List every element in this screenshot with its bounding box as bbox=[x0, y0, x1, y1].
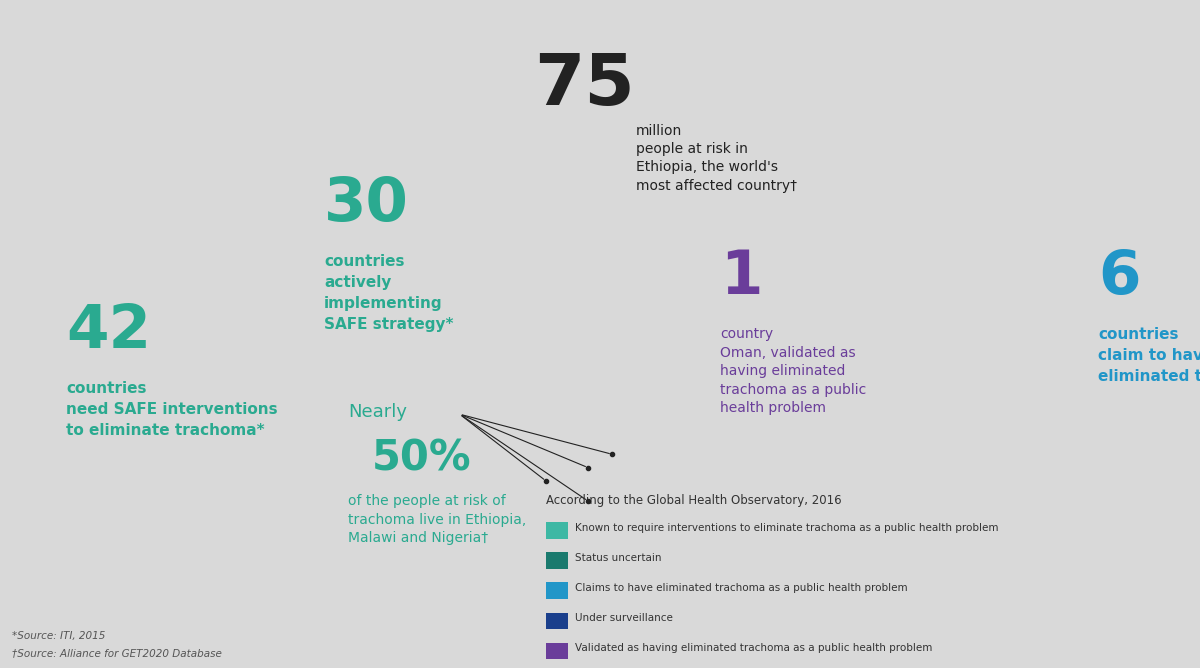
Text: 6: 6 bbox=[1098, 248, 1140, 307]
Text: *Source: ITI, 2015: *Source: ITI, 2015 bbox=[12, 631, 106, 641]
Text: †Source: Alliance for GET2020 Database: †Source: Alliance for GET2020 Database bbox=[12, 648, 222, 658]
Text: Known to require interventions to eliminate trachoma as a public health problem: Known to require interventions to elimin… bbox=[575, 523, 998, 532]
Text: 42: 42 bbox=[66, 302, 151, 361]
Text: According to the Global Health Observatory, 2016: According to the Global Health Observato… bbox=[546, 494, 841, 507]
FancyBboxPatch shape bbox=[546, 582, 568, 599]
Text: 75: 75 bbox=[534, 51, 635, 120]
Text: 1: 1 bbox=[720, 248, 762, 307]
Text: country
Oman, validated as
having eliminated
trachoma as a public
health problem: country Oman, validated as having elimin… bbox=[720, 327, 866, 415]
Text: Under surveillance: Under surveillance bbox=[575, 613, 673, 623]
FancyBboxPatch shape bbox=[546, 552, 568, 569]
Text: 50%: 50% bbox=[372, 438, 472, 480]
Text: countries
actively
implementing
SAFE strategy*: countries actively implementing SAFE str… bbox=[324, 254, 454, 332]
Text: countries
claim to have
eliminated trachoma: countries claim to have eliminated trach… bbox=[1098, 327, 1200, 384]
Text: million
people at risk in
Ethiopia, the world's
most affected country†: million people at risk in Ethiopia, the … bbox=[636, 124, 797, 193]
FancyBboxPatch shape bbox=[546, 522, 568, 539]
Text: Validated as having eliminated trachoma as a public health problem: Validated as having eliminated trachoma … bbox=[575, 643, 932, 653]
Text: Status uncertain: Status uncertain bbox=[575, 553, 661, 562]
FancyBboxPatch shape bbox=[546, 613, 568, 629]
Text: 30: 30 bbox=[324, 175, 409, 234]
Text: Nearly: Nearly bbox=[348, 403, 407, 421]
Text: Claims to have eliminated trachoma as a public health problem: Claims to have eliminated trachoma as a … bbox=[575, 583, 907, 593]
Text: of the people at risk of
trachoma live in Ethiopia,
Malawi and Nigeria†: of the people at risk of trachoma live i… bbox=[348, 494, 527, 545]
FancyBboxPatch shape bbox=[546, 643, 568, 659]
Text: countries
need SAFE interventions
to eliminate trachoma*: countries need SAFE interventions to eli… bbox=[66, 381, 277, 438]
